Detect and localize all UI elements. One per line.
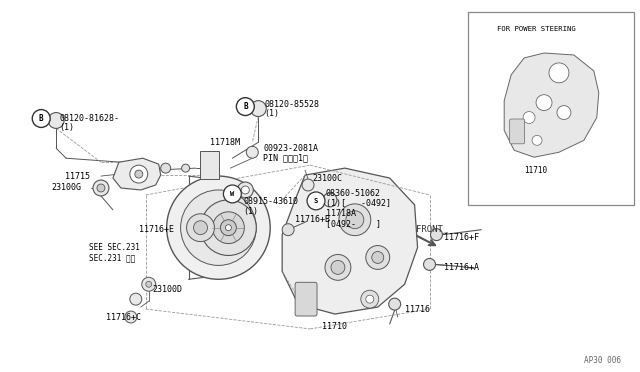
Circle shape: [193, 221, 207, 235]
Text: B: B: [243, 102, 248, 111]
Circle shape: [424, 259, 435, 270]
Text: 08360-51062: 08360-51062: [326, 189, 381, 198]
Circle shape: [166, 176, 270, 279]
Text: 11716: 11716: [404, 305, 429, 314]
Circle shape: [182, 164, 189, 172]
Circle shape: [282, 224, 294, 235]
FancyBboxPatch shape: [509, 119, 525, 144]
Text: 11716+E: 11716+E: [139, 225, 174, 234]
Text: 11718M: 11718M: [211, 138, 241, 147]
Text: 08915-43610: 08915-43610: [243, 198, 298, 206]
Circle shape: [246, 146, 259, 158]
Circle shape: [225, 225, 232, 231]
Text: 08120-85528: 08120-85528: [264, 100, 319, 109]
Text: 23100G: 23100G: [51, 183, 81, 192]
Text: (1): (1): [243, 207, 259, 216]
FancyBboxPatch shape: [295, 282, 317, 316]
Circle shape: [431, 229, 442, 241]
Polygon shape: [113, 158, 161, 190]
Text: 11710: 11710: [323, 323, 348, 331]
Circle shape: [307, 192, 325, 210]
Text: [0492-    ]: [0492- ]: [326, 219, 381, 228]
Text: FOR POWER STEERING: FOR POWER STEERING: [497, 26, 576, 32]
Text: 11716+C: 11716+C: [106, 312, 141, 321]
Text: 11716+A: 11716+A: [444, 263, 479, 272]
Text: PIN ピン（1）: PIN ピン（1）: [263, 154, 308, 163]
Circle shape: [388, 298, 401, 310]
Text: 11716+F: 11716+F: [444, 233, 479, 242]
Text: 11710: 11710: [524, 166, 547, 174]
Text: B: B: [39, 114, 44, 123]
Circle shape: [93, 180, 109, 196]
Text: 11715: 11715: [65, 171, 90, 180]
Text: 23100D: 23100D: [153, 285, 183, 294]
Circle shape: [130, 293, 142, 305]
Circle shape: [372, 251, 384, 263]
Circle shape: [161, 163, 171, 173]
Circle shape: [331, 260, 345, 274]
Circle shape: [250, 101, 266, 116]
Circle shape: [32, 110, 50, 128]
Text: 23100C: 23100C: [312, 174, 342, 183]
Circle shape: [549, 63, 569, 83]
Text: (1): (1): [264, 109, 279, 118]
Circle shape: [536, 95, 552, 110]
Text: 08120-81628-: 08120-81628-: [59, 114, 119, 123]
Circle shape: [236, 98, 254, 116]
Text: S: S: [314, 198, 318, 204]
Circle shape: [361, 290, 379, 308]
Circle shape: [241, 186, 250, 194]
Text: FRONT: FRONT: [415, 225, 442, 234]
Text: 11716+B: 11716+B: [295, 215, 330, 224]
Circle shape: [532, 135, 542, 145]
Circle shape: [302, 179, 314, 191]
Circle shape: [325, 254, 351, 280]
Circle shape: [180, 190, 256, 265]
Circle shape: [187, 214, 214, 241]
Text: (1): (1): [59, 123, 74, 132]
Polygon shape: [282, 168, 417, 314]
Text: SEE SEC.231: SEE SEC.231: [89, 243, 140, 252]
Text: W: W: [230, 191, 234, 197]
Circle shape: [125, 311, 137, 323]
Circle shape: [135, 170, 143, 178]
Circle shape: [130, 165, 148, 183]
Text: (1)[   -0492]: (1)[ -0492]: [326, 199, 391, 208]
Circle shape: [346, 211, 364, 229]
Circle shape: [146, 281, 152, 287]
FancyBboxPatch shape: [200, 151, 220, 179]
Circle shape: [200, 200, 256, 256]
Circle shape: [557, 106, 571, 119]
Circle shape: [366, 246, 390, 269]
Circle shape: [366, 295, 374, 303]
Text: AP30 006: AP30 006: [584, 356, 621, 365]
Circle shape: [223, 185, 241, 203]
Circle shape: [142, 277, 156, 291]
FancyBboxPatch shape: [468, 12, 634, 205]
Circle shape: [523, 112, 535, 124]
Circle shape: [97, 184, 105, 192]
Circle shape: [212, 212, 244, 244]
Text: 11718A: 11718A: [326, 209, 356, 218]
Circle shape: [323, 193, 337, 207]
Circle shape: [339, 204, 371, 235]
Polygon shape: [504, 53, 599, 157]
Text: 00923-2081A: 00923-2081A: [263, 144, 318, 153]
Circle shape: [237, 182, 253, 198]
Circle shape: [48, 113, 64, 128]
Circle shape: [220, 220, 236, 235]
Text: SEC.231 参照: SEC.231 参照: [89, 253, 135, 262]
